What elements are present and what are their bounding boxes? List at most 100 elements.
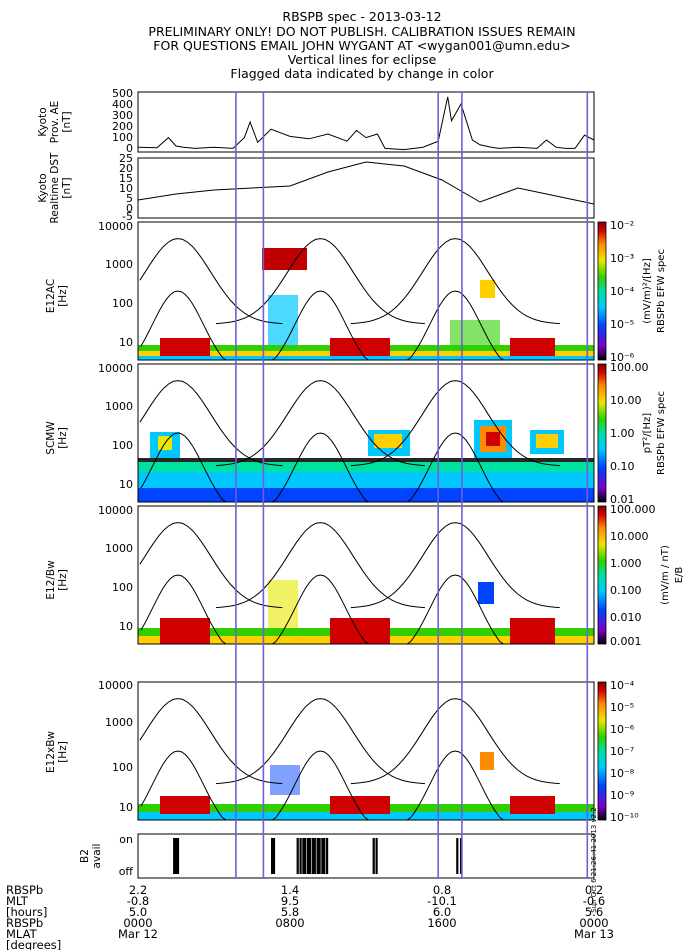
header-eclipse-note: Vertical lines for eclipse (288, 52, 437, 67)
field-line-arc (373, 750, 537, 821)
eph-value: 5.6 (585, 905, 603, 919)
b2-avail-bar (326, 838, 329, 874)
field-line-arc (215, 698, 425, 785)
panel-e12xbw: E12xBw [Hz] 10000 1000 100 10 10⁻⁴ 10⁻⁵ … (45, 679, 639, 824)
eph-value: 2.2 (129, 883, 147, 897)
cbar-title: E/B (674, 567, 685, 584)
b2-avail-bar (321, 838, 324, 874)
b2-avail-bar (272, 838, 276, 874)
scmw-cell (138, 472, 594, 488)
e12xbw-cell (270, 765, 300, 795)
scmw-ytick: 10000 (98, 362, 133, 375)
dst-ytick: 10 (119, 182, 133, 195)
e12bw-cell (268, 580, 298, 628)
b2-avail-bar (372, 838, 375, 874)
field-line-arc (215, 380, 425, 467)
scmw-ytick: 1000 (105, 400, 133, 413)
e12bw-cell (330, 618, 390, 644)
e12ac-ytick: 10 (119, 336, 133, 349)
scmw-ytick: 100 (112, 439, 133, 452)
e12xbw-cell (510, 796, 555, 814)
field-line-arcs (139, 238, 560, 821)
b2-avail-bars (173, 838, 463, 874)
eph-value: 5.8 (281, 905, 299, 919)
dst-ytick: 0 (126, 202, 133, 215)
b2-avail-bar (302, 838, 305, 874)
ylabel-line-3: [nT] (61, 111, 73, 132)
scmw-cell (486, 432, 500, 446)
ylabel-line-2: [Hz] (57, 569, 69, 591)
eph-value: -0.8 (127, 894, 149, 908)
b2-avail-bar (271, 838, 274, 874)
e12ac-cell (510, 338, 555, 356)
e12bw-colorbar (597, 505, 607, 645)
e12xbw-colorbar (597, 681, 607, 821)
cbar-title: RBSPb EFW spec (656, 391, 667, 475)
field-line-arc (139, 380, 283, 467)
ae-plot-frame (137, 91, 595, 153)
scmw-cell (138, 462, 594, 472)
panel-e12ac: E12AC [Hz] 10000 1000 100 10 10⁻² 10⁻³ 1… (45, 219, 667, 364)
e12xbw-spectrogram (138, 752, 594, 820)
field-line-arc (373, 432, 537, 503)
ylabel-line-1: B2 (79, 849, 91, 863)
e12ac-plot-frame (137, 221, 595, 361)
e12bw-cbar-tick: 0.100 (610, 584, 642, 597)
kyoto-dst-ylabel: Kyoto Realtime DST [nT] (37, 152, 73, 223)
panel-scmw: SCMW [Hz] 10000 1000 100 10 100.00 10.00… (45, 361, 667, 506)
scmw-cbar-tick: 0.10 (610, 460, 635, 473)
b2-avail-bar (316, 838, 319, 874)
e12xbw-ylabel: E12xBw [Hz] (45, 731, 69, 773)
eph-value: -10.1 (427, 894, 457, 908)
dst-plot-frame (137, 157, 595, 219)
header-flag-note: Flagged data indicated by change in colo… (230, 66, 494, 81)
b2-avail-bar (309, 838, 312, 874)
field-line-arc (139, 238, 283, 325)
header-contact: FOR QUESTIONS EMAIL JOHN WYGANT AT <wyga… (153, 38, 570, 53)
ae-ytick: 0 (126, 142, 133, 155)
scmw-cell (536, 434, 558, 448)
header-warning: PRELIMINARY ONLY! DO NOT PUBLISH. CALIBR… (148, 24, 575, 39)
eph-value: 9.5 (281, 894, 299, 908)
eph-col: 0.8 -10.1 6.0 1600 (427, 883, 457, 930)
cbar-title: RBSPb EFW spec (656, 249, 667, 333)
e12xbw-cell (480, 752, 494, 770)
eph-row-label: RBSPb (6, 883, 43, 897)
ae-series-line (137, 96, 595, 151)
e12bw-ytick: 100 (112, 581, 133, 594)
scmw-colorbar-label: pT²/[Hz] RBSPb EFW spec (642, 391, 667, 475)
eph-row-label: MLT (6, 894, 29, 908)
e12ac-cbar-tick: 10⁻⁶ (610, 351, 635, 364)
e12bw-ytick: 10 (119, 620, 133, 633)
eph-value: 0000 (579, 916, 608, 930)
ylabel-line-2: avail (91, 844, 103, 869)
eph-row-label: RBSPb (6, 916, 43, 930)
ae-ytick: 400 (112, 98, 133, 111)
eph-row-label: [hours] (6, 905, 47, 919)
e12ac-ytick: 1000 (105, 258, 133, 271)
panel-kyoto-ae: Kyoto Prov. AE [nT] 500 400 300 200 100 … (37, 87, 595, 155)
ylabel-line-1: SCMW (45, 421, 57, 455)
field-line-arc (215, 522, 425, 609)
b2-ylabel: B2 avail (79, 844, 103, 869)
e12xbw-ytick: 1000 (105, 716, 133, 729)
e12ac-spectrogram (138, 248, 594, 360)
e12bw-cell (160, 618, 210, 644)
b2-avail-bar (175, 838, 178, 874)
eph-value: 0.2 (585, 883, 603, 897)
e12bw-cell (478, 582, 494, 604)
scmw-cbar-tick: 10.00 (610, 394, 642, 407)
e12ac-cell (268, 295, 298, 345)
e12bw-cbar-tick: 0.001 (610, 635, 642, 648)
b2-avail-bar (323, 838, 326, 874)
e12xbw-cbar-tick: 10⁻⁸ (610, 767, 635, 780)
header-title: RBSPB spec - 2013-03-12 (282, 9, 441, 24)
e12ac-cbar-tick: 10⁻³ (610, 252, 634, 265)
eph-value: 0800 (275, 916, 304, 930)
e12xbw-ytick: 10 (119, 801, 133, 814)
field-line-arc (139, 522, 283, 609)
figure-header: RBSPB spec - 2013-03-12 PRELIMINARY ONLY… (148, 9, 575, 81)
ae-ytick: 200 (112, 120, 133, 133)
eph-value: Mar 13 (574, 927, 614, 941)
e12bw-plot-frame (137, 505, 595, 645)
